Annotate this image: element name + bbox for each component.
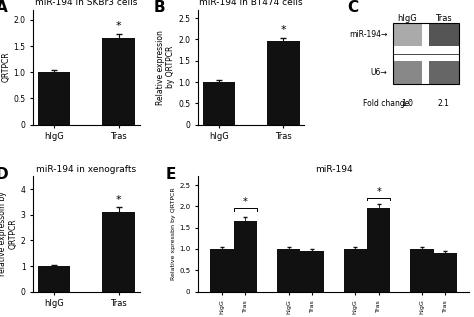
Bar	[203, 82, 235, 125]
Text: U6→: U6→	[371, 68, 387, 77]
Text: *: *	[116, 195, 121, 205]
Text: *: *	[281, 25, 286, 35]
Text: hIgG: hIgG	[398, 14, 418, 23]
Text: *: *	[116, 22, 121, 31]
Bar	[102, 38, 135, 125]
Bar	[267, 42, 300, 125]
Text: Fold change:: Fold change:	[363, 100, 412, 108]
Text: A: A	[0, 0, 8, 15]
Text: *: *	[376, 186, 381, 197]
Text: 2.1: 2.1	[438, 100, 450, 108]
Bar	[392, 23, 459, 84]
Bar	[38, 266, 70, 292]
Bar	[102, 212, 135, 292]
Bar	[429, 23, 459, 46]
Bar	[392, 23, 422, 46]
Text: miR-194→: miR-194→	[349, 30, 387, 39]
Bar	[210, 249, 234, 292]
Bar	[344, 249, 367, 292]
Bar	[38, 72, 70, 125]
Text: 1.0: 1.0	[401, 100, 414, 108]
Text: Tras: Tras	[435, 14, 452, 23]
Bar	[301, 251, 324, 292]
Bar	[410, 249, 434, 292]
Text: B: B	[154, 0, 165, 15]
Y-axis label: Relative expression by
QRTPCR: Relative expression by QRTPCR	[0, 24, 10, 110]
Text: D: D	[0, 167, 9, 182]
Bar	[234, 221, 257, 292]
Bar	[429, 61, 459, 84]
Y-axis label: relative expressoin by
QRTPCR: relative expressoin by QRTPCR	[0, 192, 18, 276]
Title: miR-194 in SKBr3 cells: miR-194 in SKBr3 cells	[35, 0, 137, 7]
Y-axis label: Relative expression
by QRTPCR: Relative expression by QRTPCR	[156, 30, 175, 105]
Text: C: C	[347, 0, 358, 15]
Y-axis label: Relative xpressbn by QRTPCR: Relative xpressbn by QRTPCR	[172, 188, 176, 280]
Text: *: *	[243, 197, 248, 207]
Title: miR-194 in xenografts: miR-194 in xenografts	[36, 165, 137, 174]
Bar	[367, 209, 390, 292]
Bar	[277, 249, 301, 292]
Title: miR-194 in BT474 cells: miR-194 in BT474 cells	[200, 0, 303, 7]
Title: miR-194: miR-194	[315, 165, 353, 174]
Text: E: E	[165, 167, 176, 182]
Bar	[392, 61, 422, 84]
Bar	[434, 253, 457, 292]
